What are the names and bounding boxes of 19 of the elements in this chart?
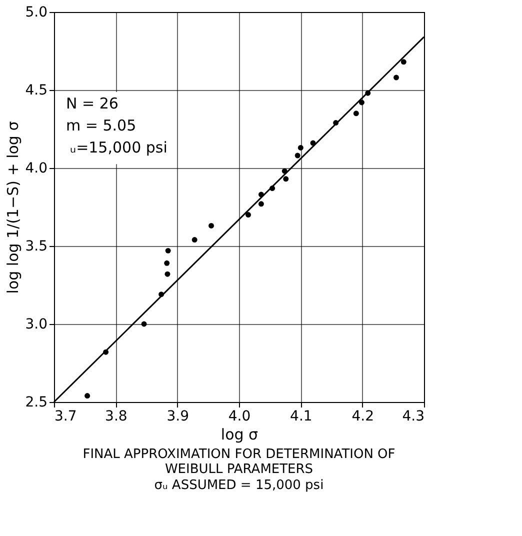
y-tick-label: 3.0 [25,316,48,332]
x-tick-label: 3.9 [166,408,189,424]
y-tick-label: 4.0 [25,160,48,176]
y-tick-label: 2.5 [25,394,48,410]
annotation: N = 26 [66,94,118,113]
y-tick-label: 4.5 [25,82,48,98]
annotation: m = 5.05 [66,116,136,135]
x-tick-label: 4.0 [228,408,251,424]
x-tick-label: 3.8 [105,408,128,424]
x-tick-label: 4.1 [290,408,312,424]
x-axis-title: log σ [220,426,259,444]
x-tick-label: 3.7 [54,408,77,424]
text: σᵤ ASSUMED = 15,000 psi [154,478,324,493]
x-tick-label: 4.2 [352,408,374,424]
annotation: ᵤ=15,000 psi [70,138,168,157]
y-tick-label: 3.5 [25,238,48,254]
y-tick-label: 5.0 [25,4,48,20]
y-axis-title: log log 1/(1−S) + log σ [4,120,22,294]
x-tick-label: 4.3 [402,408,424,424]
